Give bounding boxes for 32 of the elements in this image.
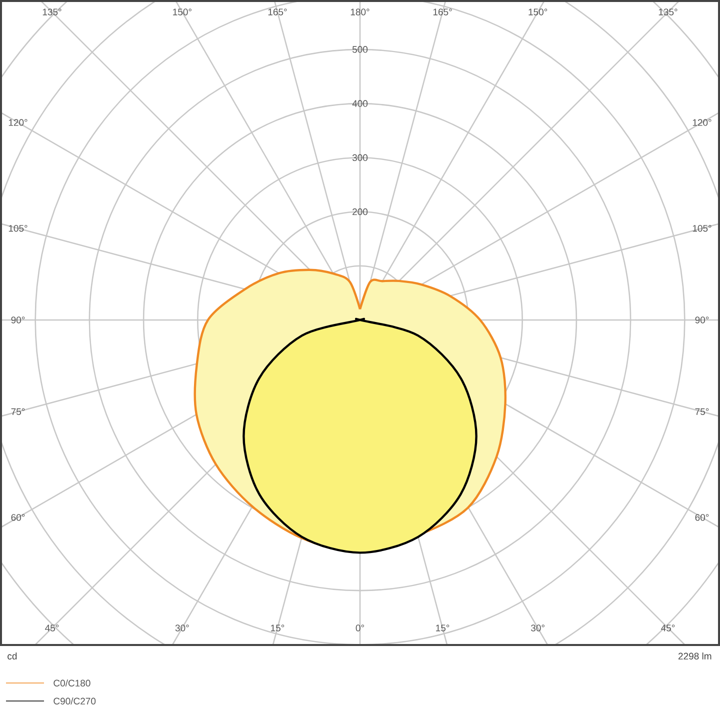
legend-label: C0/C180 [54, 680, 90, 686]
spoke-label: 90° [11, 316, 25, 324]
y-tick-label: 300 [352, 154, 368, 162]
spoke-label: 150° [173, 8, 192, 16]
spoke-label: 15° [436, 624, 450, 632]
spoke-label: 105° [8, 224, 28, 232]
spoke-label: 75° [11, 408, 25, 415]
spoke-label: 30° [175, 624, 189, 632]
spoke-label: 165° [433, 8, 452, 16]
text: cd [8, 652, 17, 660]
legend-label: C90/C270 [54, 698, 96, 704]
spoke-label: 60° [11, 514, 25, 521]
spoke-label: 0° [356, 624, 364, 632]
spoke-label: 45° [45, 624, 59, 632]
spoke-label: 75° [695, 408, 709, 415]
spoke-label: 90° [695, 316, 709, 324]
spoke-label: 60° [695, 514, 709, 521]
spoke-label: 105° [692, 224, 712, 232]
spoke-label: 165° [268, 8, 287, 16]
spoke-label: 15° [271, 624, 284, 632]
y-tick-label: 500 [352, 46, 368, 53]
spoke-label: 45° [661, 624, 675, 632]
spoke-label: 120° [692, 119, 712, 126]
y-tick-label: 200 [352, 208, 368, 216]
spoke-label: 150° [528, 8, 548, 16]
spoke-label: 135° [658, 8, 678, 16]
spoke-label: 30° [531, 624, 544, 632]
spoke-label: 120° [8, 119, 28, 126]
spoke-label: 180° [350, 8, 370, 16]
text: 2298 lm [678, 652, 712, 660]
y-tick-label: 400 [352, 100, 368, 107]
spoke-label: 135° [42, 8, 62, 16]
